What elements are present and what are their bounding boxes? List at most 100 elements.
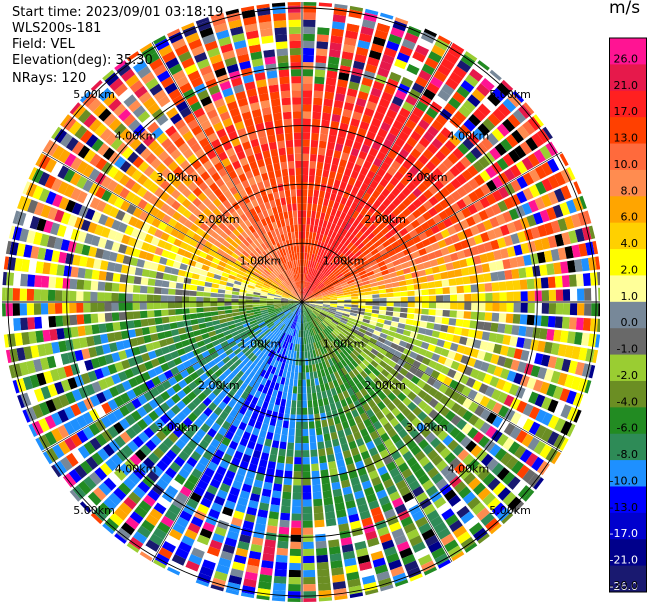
ray-gate: [340, 255, 347, 262]
ray-gate: [349, 74, 362, 84]
ray-gate: [182, 283, 191, 290]
ray-gate: [302, 104, 312, 112]
ray-gate: [307, 293, 314, 299]
ray-gate: [134, 328, 143, 337]
ray-gate: [343, 102, 355, 111]
ray-gate: [314, 378, 320, 386]
ray-gate: [210, 292, 218, 298]
ray-gate: [528, 199, 539, 213]
ray-gate: [393, 231, 403, 241]
ray-gate: [141, 268, 150, 277]
ray-gate: [378, 284, 386, 290]
ray-gate: [358, 33, 373, 43]
ray-gate: [322, 267, 329, 275]
ray-gate: [291, 520, 301, 528]
ray-gate: [357, 173, 366, 183]
ray-gate: [559, 202, 571, 216]
ray-gate: [288, 569, 301, 578]
ray-gate: [319, 265, 325, 273]
ray-gate: [312, 392, 317, 401]
ray-gate: [343, 271, 351, 278]
ray-gate: [327, 286, 335, 291]
ray-gate: [308, 253, 313, 261]
ray-gate: [364, 210, 373, 220]
ray-gate: [314, 413, 321, 422]
ray-gate: [467, 133, 480, 146]
ray-gate: [387, 212, 397, 222]
ray-gate: [516, 175, 528, 189]
ray-gate: [533, 315, 542, 326]
ray-gate: [176, 276, 185, 283]
ray-gate: [333, 248, 340, 257]
ray-gate: [462, 138, 475, 151]
ray-gate: [409, 165, 420, 176]
ray-gate: [437, 89, 451, 102]
ray-gate: [405, 94, 418, 106]
ray-gate: [554, 275, 563, 288]
ray-gate: [495, 213, 506, 226]
ray-gate: [413, 159, 425, 171]
ray-gate: [477, 312, 486, 321]
ray-gate: [196, 302, 204, 308]
ray-gate: [311, 385, 316, 394]
ray-gate: [522, 187, 534, 201]
ray-gate: [348, 81, 360, 91]
ray-gate: [295, 358, 299, 366]
ray-gate: [296, 407, 302, 415]
ray-gate: [302, 478, 311, 486]
ray-gate: [491, 87, 506, 102]
ray-gate: [293, 478, 302, 486]
ray-gate: [330, 223, 337, 231]
ray-gate: [339, 122, 349, 132]
ray-gate: [486, 132, 499, 146]
ray-gate: [40, 303, 49, 315]
ray-gate: [455, 277, 464, 286]
ray-gate: [317, 248, 322, 256]
ray-gate: [371, 117, 382, 128]
ray-gate: [431, 330, 440, 338]
ray-gate: [333, 258, 340, 266]
ray-gate: [307, 292, 313, 298]
ray-gate: [307, 282, 311, 290]
ray-gate: [318, 284, 325, 290]
ray-gate: [396, 251, 405, 259]
ray-gate: [315, 427, 323, 436]
ray-gate: [481, 137, 494, 151]
ray-gate: [329, 402, 337, 411]
ray-gate: [97, 281, 106, 291]
ray-gate: [426, 82, 440, 95]
ray-gate: [313, 97, 323, 106]
ray-gate: [391, 160, 401, 171]
ray-gate: [341, 174, 350, 184]
ray-gate: [287, 598, 301, 602]
ray-gate: [418, 248, 427, 256]
ray-gate: [322, 426, 330, 435]
ray-gate: [167, 302, 176, 309]
ray-gate: [203, 297, 211, 302]
ray-gate: [196, 285, 205, 292]
ray-gate: [335, 287, 343, 291]
ray-gate: [451, 42, 465, 53]
ray-gate: [319, 256, 325, 265]
ray-gate: [224, 298, 232, 302]
ray-gate: [473, 62, 488, 77]
ray-gate: [62, 290, 70, 301]
ray-gate: [77, 325, 86, 337]
ray-gate: [379, 265, 388, 272]
ray-gate: [325, 511, 336, 520]
ray-gate: [532, 327, 541, 339]
ray-gate: [308, 189, 314, 197]
ray-gate: [191, 324, 200, 331]
ray-gate: [306, 379, 311, 387]
ray-gate: [302, 153, 310, 161]
ray-gate: [302, 400, 308, 408]
ray-gate: [323, 497, 334, 506]
ray-gate: [309, 267, 313, 276]
ray-gate: [377, 222, 386, 231]
ray-gate: [485, 165, 497, 179]
ray-gate: [368, 124, 379, 134]
ray-gate: [308, 364, 313, 373]
ray-gate: [453, 242, 463, 252]
ray-gate: [482, 219, 493, 231]
ray-gate: [393, 246, 403, 254]
